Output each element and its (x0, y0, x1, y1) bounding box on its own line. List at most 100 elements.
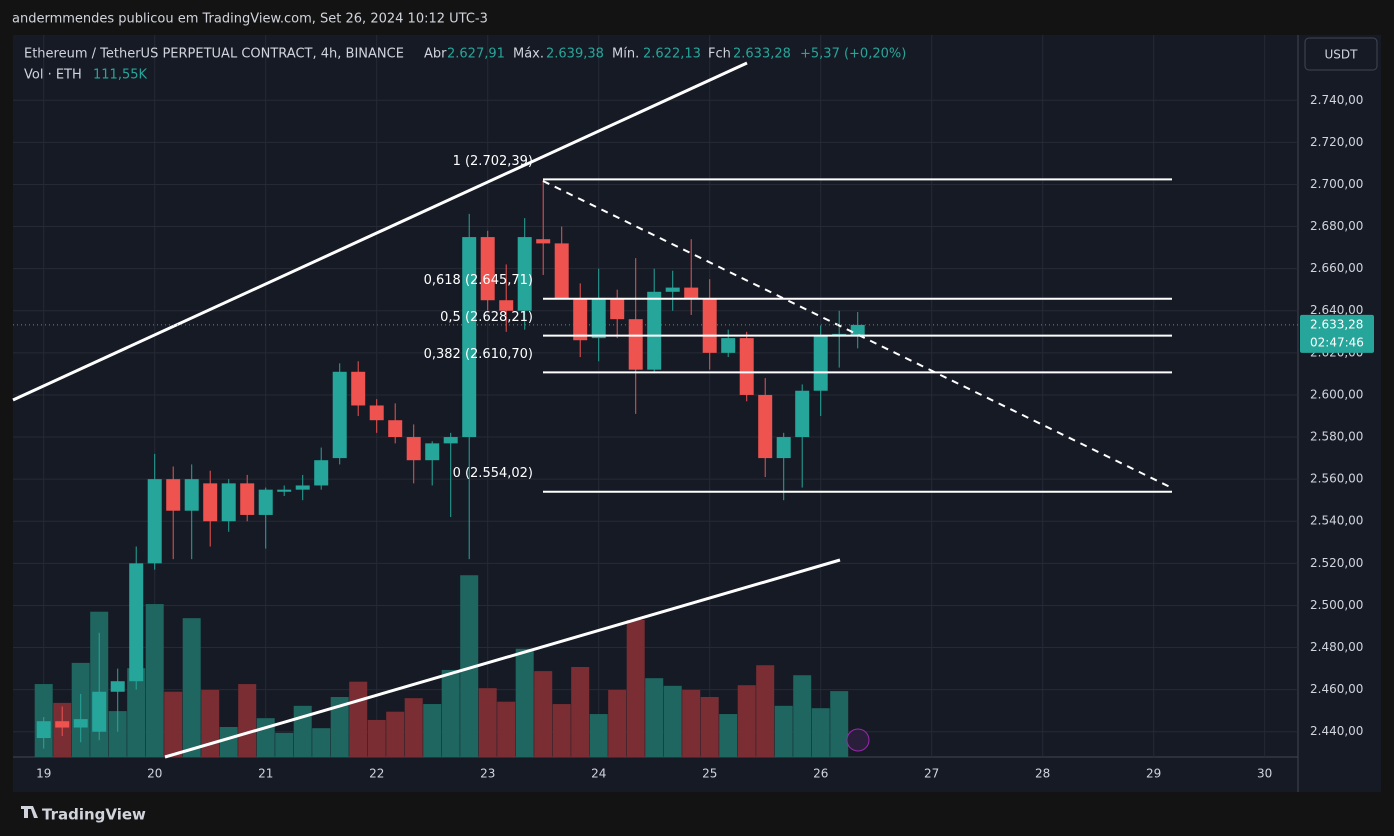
volume-bar (589, 714, 608, 757)
last-price: 2.633,28 (1310, 317, 1363, 331)
volume-bar (608, 689, 627, 757)
change: +5,37 (+0,20%) (800, 47, 906, 62)
y-tick-label: 2.460,00 (1310, 682, 1363, 696)
x-tick-label: 23 (480, 767, 495, 781)
y-tick-label: 2.660,00 (1310, 261, 1363, 275)
candle-body (203, 483, 218, 522)
x-tick-label: 29 (1146, 767, 1161, 781)
volume-bar (164, 691, 183, 757)
volume-bar (127, 668, 146, 757)
x-tick-label: 19 (36, 767, 51, 781)
x-tick-label: 21 (258, 767, 273, 781)
volume-bar (460, 575, 479, 757)
x-tick-label: 28 (1035, 767, 1050, 781)
fib-label: 0,382 (2.610,70) (424, 347, 533, 362)
fib-label: 0 (2.554,02) (453, 466, 533, 481)
y-tick-label: 2.740,00 (1310, 93, 1363, 107)
candle-body (832, 333, 847, 335)
event-icon[interactable] (846, 728, 870, 752)
candle-body (684, 287, 699, 299)
candle-body (536, 239, 551, 244)
ohlc-label: Fch (708, 47, 731, 62)
volume-bar (108, 711, 127, 757)
volume-bar (811, 708, 830, 757)
volume-bar (423, 704, 442, 757)
candle-body (221, 483, 236, 522)
candle-body (166, 479, 181, 511)
candle-body (628, 319, 643, 370)
volume-bar (404, 698, 423, 757)
candle-body (758, 394, 773, 459)
volume-bar (719, 714, 738, 757)
candle-body (795, 390, 810, 438)
chart-pane (13, 35, 1298, 757)
volume-bar (441, 669, 460, 757)
candle-body (147, 479, 162, 564)
volume-bar (275, 732, 294, 757)
logo (21, 806, 38, 818)
x-tick-label: 25 (702, 767, 717, 781)
candle-body (258, 489, 273, 515)
y-tick-label: 2.560,00 (1310, 472, 1363, 486)
volume-bar (497, 701, 516, 757)
candle-body (110, 681, 125, 692)
vol-label: Vol · ETH (24, 68, 82, 83)
author: andermmendes publicou em TradingView.com… (12, 12, 488, 27)
ohlc-value: 2.633,28 (733, 47, 791, 62)
candle-body (610, 298, 625, 320)
vol-value: 111,55K (93, 68, 147, 83)
ohlc-label: Máx. (513, 47, 544, 62)
ohlc-label: Mín. (612, 47, 639, 62)
volume-bar (700, 697, 719, 757)
candle-body (517, 237, 532, 311)
candle-body (702, 298, 717, 353)
candle-body (92, 691, 107, 732)
ohlc-label: Abr (424, 47, 447, 62)
y-tick-label: 2.700,00 (1310, 177, 1363, 191)
candle-body (184, 479, 199, 511)
volume-bar (201, 689, 220, 757)
volume-bar (238, 684, 257, 757)
trend-line (12, 61, 748, 402)
candle-body (129, 563, 144, 682)
fib-label: 0,5 (2.628,21) (440, 310, 533, 325)
candle-body (369, 405, 384, 421)
y-tick-label: 2.580,00 (1310, 430, 1363, 444)
candle-body (73, 719, 88, 728)
ohlc-value: 2.639,38 (546, 47, 604, 62)
y-tick-label: 2.480,00 (1310, 640, 1363, 654)
candle-body (647, 291, 662, 370)
candle-body (36, 721, 51, 739)
candle-body (665, 287, 680, 292)
candle-body (332, 371, 347, 459)
symbol: Ethereum / TetherUS PERPETUAL CONTRACT, … (24, 47, 404, 62)
candle-body (277, 489, 292, 492)
candle-body (776, 437, 791, 459)
currency-button[interactable] (1304, 37, 1378, 71)
brand: TradingView (42, 806, 146, 824)
candle-body (850, 324, 865, 337)
ohlc-value: 2.627,91 (447, 47, 505, 62)
candle-body (573, 298, 588, 341)
time-axis (13, 757, 1298, 792)
volume-bar (330, 697, 349, 757)
candle-body (739, 338, 754, 395)
y-tick-label: 2.440,00 (1310, 724, 1363, 738)
volume-bar (219, 727, 238, 757)
volume-bar (626, 619, 645, 757)
candle-body (721, 338, 736, 353)
volume-bar (256, 718, 275, 757)
currency[interactable]: USDT (1325, 48, 1359, 62)
y-tick-label: 2.500,00 (1310, 598, 1363, 612)
candle-body (406, 437, 421, 461)
y-tick-label: 2.520,00 (1310, 556, 1363, 570)
x-tick-label: 27 (924, 767, 939, 781)
y-tick-label: 2.540,00 (1310, 514, 1363, 528)
candle-body (554, 243, 569, 299)
volume-bar (663, 685, 682, 757)
x-tick-label: 20 (147, 767, 162, 781)
countdown: 02:47:46 (1310, 335, 1364, 349)
y-tick-label: 2.720,00 (1310, 135, 1363, 149)
volume-bar (774, 705, 793, 757)
